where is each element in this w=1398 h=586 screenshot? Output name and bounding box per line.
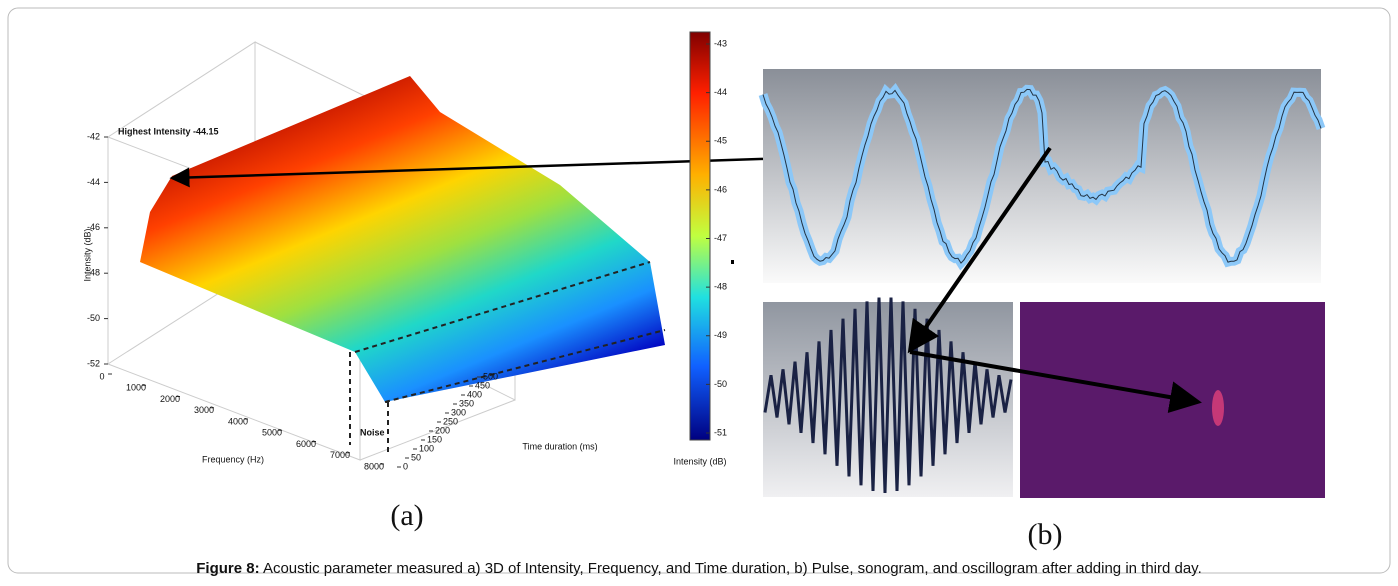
- x-tick-label: 5000: [262, 428, 282, 438]
- y-tick-label: 100: [419, 443, 434, 453]
- x-tick-label: 8000: [364, 461, 384, 471]
- x-tick-label: 7000: [330, 450, 350, 460]
- x-axis-label: Frequency (Hz): [202, 454, 264, 464]
- y-tick-label: 250: [443, 416, 458, 426]
- sonogram-peak: [1212, 390, 1224, 426]
- z-tick-label: -42: [87, 131, 100, 141]
- x-tick-label: 6000: [296, 439, 316, 449]
- y-tick-label: 400: [467, 389, 482, 399]
- colorbar: [690, 32, 710, 440]
- colorbar-tick-label: -46: [714, 184, 727, 194]
- y-tick-label: 150: [427, 434, 442, 444]
- x-tick-label: 4000: [228, 416, 248, 426]
- colorbar-tick-label: -44: [714, 87, 727, 97]
- annotation: Noise: [360, 427, 385, 437]
- z-tick-label: -50: [87, 313, 100, 323]
- colorbar-tick-label: -51: [714, 427, 727, 437]
- sonogram: [1020, 302, 1325, 498]
- colorbar-label: Intensity (dB): [673, 456, 726, 466]
- x-tick-label: 1000: [126, 383, 146, 393]
- colorbar-tick-label: -47: [714, 233, 727, 243]
- y-axis-label: Time duration (ms): [522, 441, 597, 451]
- caption-label: Figure 8:: [196, 560, 259, 577]
- panel-label: (b): [1028, 518, 1063, 551]
- colorbar-tick-label: -45: [714, 136, 727, 146]
- colorbar-tick-label: -50: [714, 379, 727, 389]
- colorbar-tick-label: -48: [714, 282, 727, 292]
- caption: Figure 8: Acoustic parameter measured a)…: [196, 560, 1202, 577]
- x-tick-label: 0: [99, 371, 104, 381]
- z-tick-label: -48: [87, 268, 100, 278]
- dot: [731, 260, 734, 264]
- y-tick-label: 0: [403, 461, 408, 471]
- surface: [140, 76, 665, 402]
- y-tick-label: 200: [435, 425, 450, 435]
- y-tick-label: 450: [475, 380, 490, 390]
- annotation: Highest Intensity -44.15: [118, 126, 219, 136]
- y-tick-label: 300: [451, 407, 466, 417]
- x-tick-label: 3000: [194, 405, 214, 415]
- colorbar-tick-label: -49: [714, 330, 727, 340]
- colorbar-tick-label: -43: [714, 38, 727, 48]
- z-tick-label: -52: [87, 358, 100, 368]
- y-tick-label: 50: [411, 452, 421, 462]
- z-tick-label: -44: [87, 177, 100, 187]
- y-tick-label: 350: [459, 398, 474, 408]
- y-tick-label: 500: [483, 371, 498, 381]
- z-tick-label: -46: [87, 222, 100, 232]
- caption-text: Acoustic parameter measured a) 3D of Int…: [263, 560, 1202, 577]
- x-tick-label: 2000: [160, 394, 180, 404]
- panel-label: (a): [390, 499, 423, 532]
